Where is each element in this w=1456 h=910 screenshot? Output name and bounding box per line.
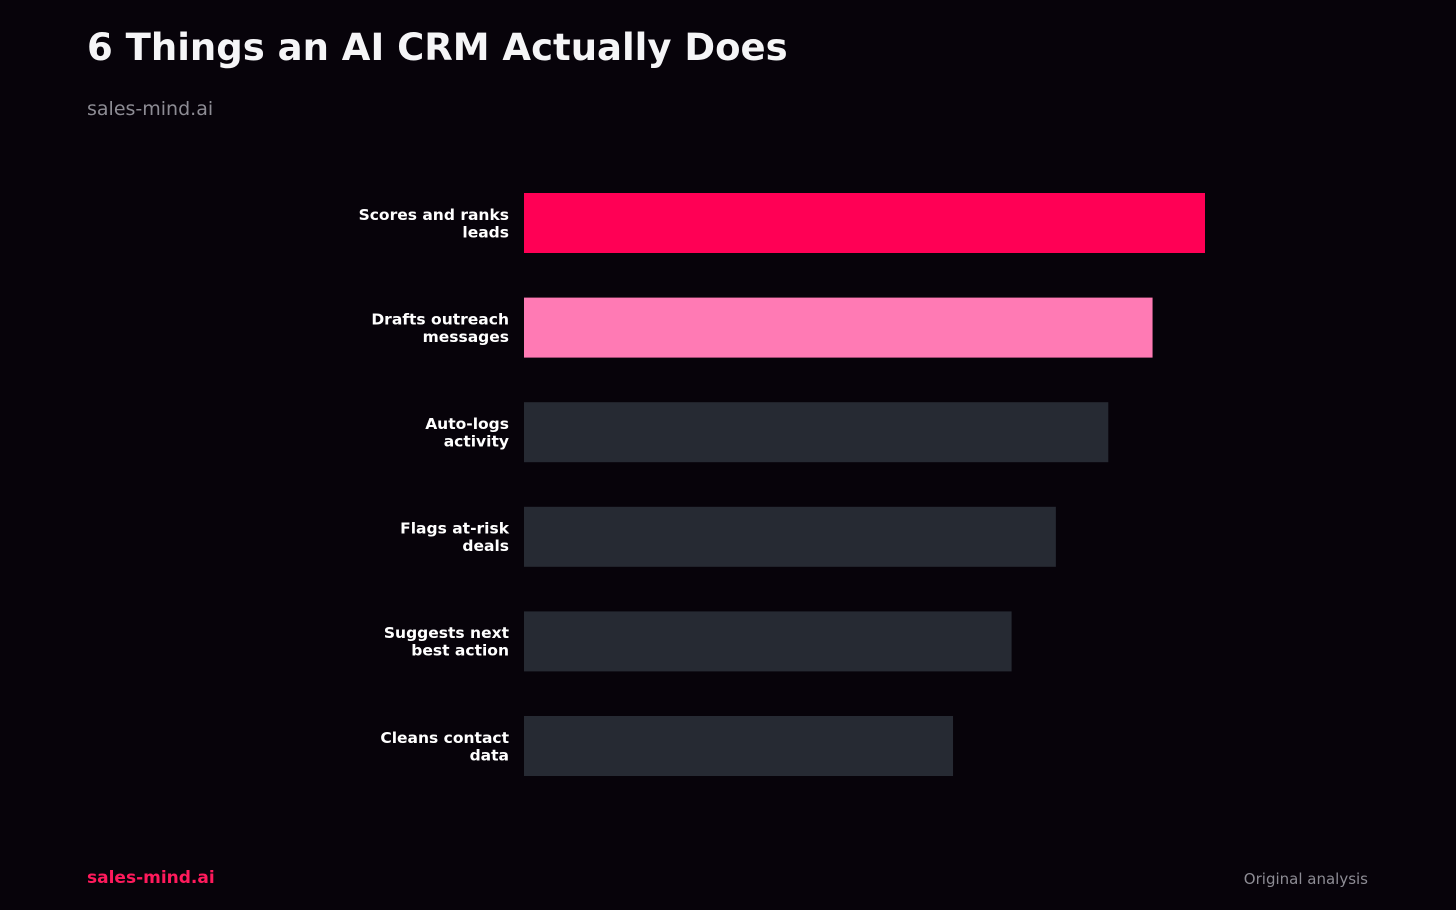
bar-6 <box>524 716 954 776</box>
bar-label-3: Auto-logs activity <box>425 415 509 451</box>
bar-1 <box>524 193 1205 253</box>
bar-label-line: Drafts outreach <box>371 310 509 328</box>
footer-note: Original analysis <box>1243 870 1368 888</box>
bar-label-line: Cleans contact <box>380 729 509 747</box>
footer-brand: sales-mind.ai <box>87 868 215 888</box>
bar-label-4: Flags at-risk deals <box>400 520 510 556</box>
bar-label-line: Auto-logs <box>425 415 509 433</box>
bar-label-1: Scores and ranks leads <box>359 206 509 242</box>
bar-label-line: Flags at-risk <box>400 520 510 538</box>
bar-5 <box>524 611 1012 672</box>
chart-title: 6 Things an AI CRM Actually Does <box>87 26 788 69</box>
bar-3 <box>524 402 1109 463</box>
bar-label-line: data <box>470 746 509 764</box>
bar-4 <box>524 506 1056 567</box>
bar-label-line: activity <box>444 432 509 450</box>
bar-label-2: Drafts outreach messages <box>371 310 509 346</box>
bar-label-line: best action <box>411 642 509 660</box>
bar-2 <box>524 297 1153 358</box>
bar-label-line: leads <box>462 223 509 241</box>
bar-label-5: Suggests next best action <box>384 624 510 660</box>
bar-label-line: Scores and ranks <box>359 206 509 224</box>
chart-subtitle: sales-mind.ai <box>87 98 214 120</box>
bar-label-line: messages <box>423 328 509 346</box>
bar-label-6: Cleans contact data <box>380 729 509 765</box>
bar-label-line: deals <box>462 537 509 555</box>
bar-label-line: Suggests next <box>384 624 510 642</box>
